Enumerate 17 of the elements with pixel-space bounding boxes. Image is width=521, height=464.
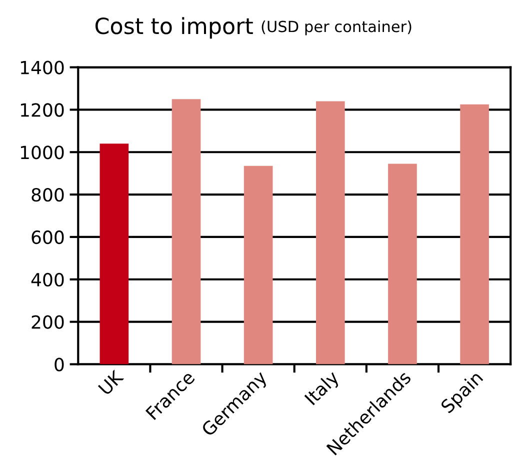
y-tick-label: 1400 [20, 60, 64, 74]
chart-subtitle: (USD per container) [262, 20, 412, 36]
y-tick-label: 800 [32, 188, 64, 202]
x-tick-label: UK [98, 369, 124, 396]
bar [244, 166, 273, 364]
chart-title: Cost to import [95, 17, 253, 39]
bar [388, 164, 417, 364]
y-tick-label: 1000 [20, 146, 64, 160]
y-tick-label: 1200 [20, 103, 64, 117]
bar [316, 101, 345, 364]
y-tick-label: 200 [32, 315, 64, 329]
y-tick-label: 400 [31, 272, 64, 287]
bar [460, 104, 489, 364]
y-tick-label: 0 [54, 358, 64, 372]
y-tick-label: 600 [32, 230, 64, 244]
bar [172, 99, 201, 364]
bar [100, 144, 129, 364]
